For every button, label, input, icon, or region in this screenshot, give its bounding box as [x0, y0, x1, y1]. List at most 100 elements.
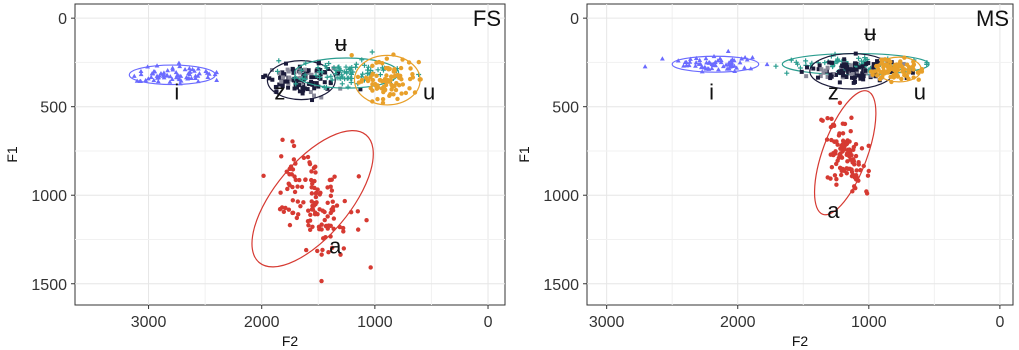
data-point-a — [301, 155, 307, 161]
data-point-i — [169, 76, 175, 81]
y-tick-label: 1000 — [543, 188, 579, 205]
data-point-a — [866, 168, 871, 174]
data-point-z — [286, 85, 291, 90]
data-point-ʉ — [784, 70, 790, 76]
data-point-ʉ — [331, 65, 337, 71]
data-point-a — [832, 139, 837, 145]
data-point-a — [831, 152, 836, 158]
data-point-a — [301, 200, 306, 205]
data-point-a — [338, 252, 343, 257]
data-point-a — [309, 207, 315, 212]
data-point-i — [151, 77, 157, 83]
data-point-z — [855, 69, 860, 74]
data-point-z — [830, 72, 835, 77]
x-tick-label: 3000 — [589, 314, 625, 331]
data-point-i — [728, 60, 734, 66]
data-point-i — [165, 67, 171, 73]
data-point-a — [845, 159, 850, 164]
data-point-a — [306, 223, 311, 228]
y-tick-label: 1000 — [31, 188, 67, 205]
data-point-i — [155, 79, 161, 84]
data-point-ʉ — [345, 84, 351, 90]
data-point-u — [902, 67, 908, 72]
data-point-z — [817, 63, 822, 68]
data-point-z — [836, 69, 841, 74]
chart-panel-fs: 3000 2000 1000 0 0 500 1000 1500 F2 F1 FS i z ʉ u a — [4, 3, 506, 349]
data-point-ʉ — [329, 77, 335, 83]
data-point-z — [303, 67, 308, 72]
data-point-ʉ — [803, 58, 809, 64]
data-point-ʉ — [334, 75, 340, 81]
data-point-a — [832, 173, 838, 178]
data-point-z — [875, 59, 880, 64]
data-point-z — [863, 71, 868, 76]
data-point-a — [309, 177, 314, 183]
data-point-a — [279, 154, 284, 159]
data-point-a — [368, 265, 373, 270]
data-point-z — [292, 86, 297, 91]
data-point-u — [370, 63, 375, 69]
data-point-z — [287, 75, 292, 80]
data-point-z — [274, 85, 279, 90]
data-point-a — [328, 223, 333, 228]
data-point-u — [370, 71, 375, 76]
data-point-z — [850, 72, 855, 77]
data-point-a — [329, 207, 334, 212]
data-point-z — [312, 86, 317, 91]
data-point-a — [293, 161, 298, 166]
data-point-ʉ — [380, 67, 386, 73]
data-point-a — [283, 205, 288, 211]
data-point-i — [744, 57, 750, 62]
data-point-u — [410, 72, 415, 77]
data-point-a — [840, 138, 846, 143]
data-point-z — [308, 90, 313, 95]
data-point-u — [904, 62, 910, 67]
data-point-a — [292, 174, 297, 179]
data-point-ʉ — [292, 75, 298, 81]
data-point-z — [854, 67, 859, 72]
data-point-z — [285, 79, 290, 84]
data-point-z — [819, 67, 824, 72]
data-point-a — [308, 212, 313, 218]
data-point-z — [828, 72, 833, 77]
data-point-z — [828, 76, 833, 81]
data-point-a — [835, 142, 840, 147]
data-point-u — [394, 81, 399, 86]
data-point-z — [314, 81, 319, 86]
data-point-u — [881, 68, 886, 73]
data-point-z — [286, 69, 291, 74]
data-point-i — [731, 63, 737, 68]
data-point-a — [329, 188, 335, 193]
data-point-z — [844, 75, 849, 80]
x-axis-title: F2 — [792, 333, 809, 349]
data-point-a — [316, 224, 322, 230]
data-point-ʉ — [326, 61, 332, 67]
data-point-i — [214, 77, 220, 82]
data-point-i — [148, 74, 154, 79]
data-point-u — [385, 79, 391, 84]
series-u — [349, 52, 423, 106]
data-point-z — [274, 90, 279, 95]
data-point-ʉ — [834, 57, 840, 63]
data-point-i — [697, 57, 703, 62]
data-point-u — [380, 100, 386, 106]
vowel-label-a: a — [827, 198, 840, 223]
data-point-z — [815, 75, 820, 80]
data-point-a — [845, 147, 851, 153]
data-point-a — [840, 131, 846, 136]
y-axis-title: F1 — [516, 146, 532, 163]
y-tick-label: 0 — [570, 11, 579, 28]
data-point-a — [866, 143, 871, 149]
data-point-a — [331, 216, 337, 221]
data-point-z — [864, 61, 869, 66]
data-point-u — [895, 65, 900, 71]
facet-title: FS — [473, 6, 501, 31]
x-tick-label: 0 — [484, 314, 493, 331]
data-point-z — [834, 72, 839, 77]
data-point-a — [317, 192, 323, 197]
data-point-z — [837, 80, 842, 85]
data-point-z — [871, 65, 876, 70]
series-i — [642, 48, 770, 74]
data-point-ʉ — [339, 72, 345, 78]
data-point-ʉ — [859, 58, 865, 64]
